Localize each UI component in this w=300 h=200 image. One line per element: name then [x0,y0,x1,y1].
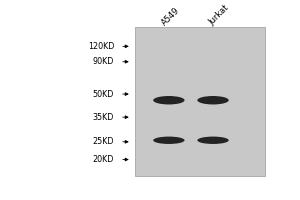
Ellipse shape [153,96,184,104]
Ellipse shape [153,137,184,144]
Text: 20KD: 20KD [93,155,114,164]
Text: Jurkat: Jurkat [207,3,230,27]
Text: 90KD: 90KD [93,57,114,66]
Text: 35KD: 35KD [93,113,114,122]
Text: A549: A549 [160,6,182,27]
Ellipse shape [197,96,229,104]
Bar [135,27,266,176]
Text: 50KD: 50KD [93,90,114,99]
Text: 25KD: 25KD [93,137,114,146]
Text: 120KD: 120KD [88,42,114,51]
Ellipse shape [197,137,229,144]
